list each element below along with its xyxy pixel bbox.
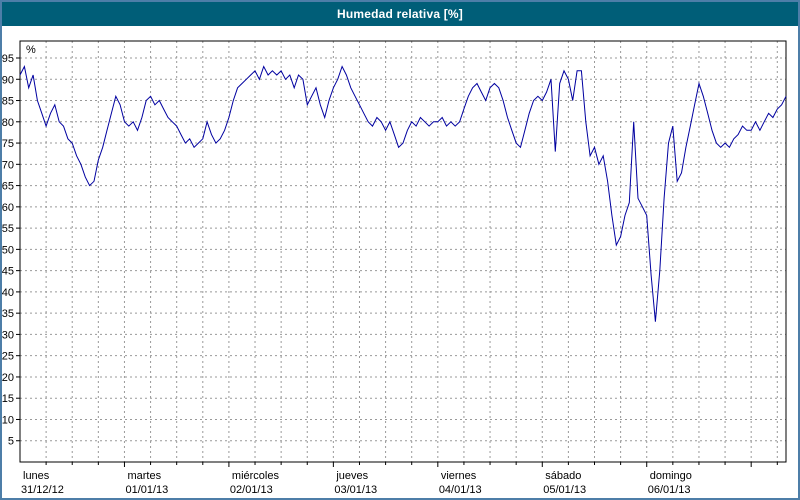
chart-title: Humedad relativa [%] <box>336 7 464 21</box>
y-tick-label: 30 <box>2 329 14 341</box>
x-day-label: lunes <box>23 470 50 482</box>
y-tick-label: 45 <box>2 266 14 278</box>
y-tick-label: 10 <box>2 414 14 426</box>
y-tick-label: 60 <box>2 202 14 214</box>
x-day-label: domingo <box>650 470 692 482</box>
x-day-label: jueves <box>335 470 368 482</box>
humidity-line-chart: 5 10 15 20 25 30 35 40 45 50 55 60 65 70 75 80 85 90 95% lu… <box>2 40 787 496</box>
y-tick-label: 70 <box>2 159 14 171</box>
chart-title-bar: Humedad relativa [%] <box>2 2 798 26</box>
y-tick-label: 40 <box>2 287 14 299</box>
x-date-label: 02/01/13 <box>230 484 273 496</box>
x-date-label: 01/01/13 <box>125 484 168 496</box>
x-day-label: viernes <box>441 470 477 482</box>
y-tick-label: 5 <box>8 436 14 448</box>
y-tick-label: 85 <box>2 96 14 108</box>
x-day-label: miércoles <box>232 470 280 482</box>
y-tick-label: 95 <box>2 53 14 65</box>
x-date-label: 06/01/13 <box>648 484 691 496</box>
y-tick-label: 20 <box>2 372 14 384</box>
y-tick-label: 50 <box>2 244 14 256</box>
y-tick-label: 65 <box>2 181 14 193</box>
y-tick-label: 25 <box>2 351 14 363</box>
y-tick-label: 55 <box>2 223 14 235</box>
y-tick-label: 15 <box>2 393 14 405</box>
plot-border <box>19 40 787 463</box>
y-tick-label: 80 <box>2 117 14 129</box>
x-date-label: 04/01/13 <box>439 484 482 496</box>
x-day-label: sábado <box>545 470 581 482</box>
y-tick-label: 90 <box>2 74 14 86</box>
x-date-label: 05/01/13 <box>543 484 586 496</box>
x-day-label: martes <box>127 470 161 482</box>
x-date-label: 03/01/13 <box>334 484 377 496</box>
series-line-humidity <box>19 65 787 322</box>
y-tick-label: 35 <box>2 308 14 320</box>
x-date-label: 31/12/12 <box>21 484 64 496</box>
y-axis-unit: % <box>26 44 36 56</box>
y-tick-label: 75 <box>2 138 14 150</box>
